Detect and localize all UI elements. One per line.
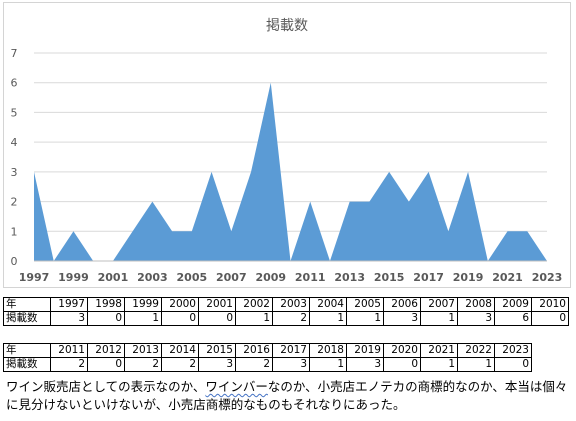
count-cell: 2 (124, 357, 162, 372)
count-header: 掲載数 (3, 311, 51, 326)
x-tick-label: 2001 (98, 271, 129, 284)
year-cell: 2023 (494, 343, 532, 358)
year-header: 年 (3, 297, 51, 312)
y-tick-label: 0 (11, 255, 18, 268)
count-cell: 0 (87, 357, 125, 372)
chart-title: 掲載数 (266, 18, 308, 34)
x-tick-label: 2009 (255, 271, 286, 284)
y-tick-label: 5 (11, 106, 18, 119)
data-table-2011-2023: 年 2011 2012 2013 2014 2015 2016 2017 2018 2019 20… (3, 343, 532, 372)
count-cell: 0 (198, 311, 236, 326)
year-cell: 2004 (309, 297, 347, 312)
x-tick-label: 2013 (334, 271, 365, 284)
chart-area: 0 1 2 3 4 5 6 7 1997 1999 2001 2003 2005 2007 2009 2011… (3, 2, 571, 288)
count-cell: 0 (161, 311, 199, 326)
count-cell: 2 (161, 357, 199, 372)
count-cell: 3 (272, 357, 310, 372)
year-cell: 2014 (161, 343, 199, 358)
year-row: 年 2011 2012 2013 2014 2015 2016 2017 2018 2019 20… (3, 343, 532, 358)
x-tick-label: 2023 (532, 271, 563, 284)
year-cell: 2019 (346, 343, 384, 358)
year-cell: 1999 (124, 297, 162, 312)
count-cell: 0 (494, 357, 532, 372)
y-tick-label: 3 (11, 166, 18, 179)
year-cell: 1998 (87, 297, 125, 312)
count-cell: 1 (346, 311, 384, 326)
count-cell: 0 (531, 311, 569, 326)
count-cell: 2 (235, 357, 273, 372)
count-cell: 0 (383, 357, 421, 372)
year-cell: 2005 (346, 297, 384, 312)
x-tick-label: 1999 (58, 271, 89, 284)
x-tick-label: 2007 (216, 271, 247, 284)
x-tick-label: 2003 (137, 271, 168, 284)
count-cell: 1 (420, 311, 458, 326)
year-row: 年 1997 1998 1999 2000 2001 2002 2003 2004 2005 20… (3, 297, 569, 312)
count-cell: 3 (346, 357, 384, 372)
year-cell: 2012 (87, 343, 125, 358)
year-cell: 2006 (383, 297, 421, 312)
count-cell: 1 (309, 357, 347, 372)
count-cell: 1 (309, 311, 347, 326)
year-cell: 2020 (383, 343, 421, 358)
series-area (34, 82, 547, 261)
count-cell: 3 (50, 311, 88, 326)
x-tick-label: 2015 (374, 271, 405, 284)
year-cell: 2000 (161, 297, 199, 312)
count-cell: 1 (235, 311, 273, 326)
caption-part-2: なのか、小売店エノテカの商標的なのか、本当は個々に見分けないといけないが、小売店… (6, 379, 568, 412)
y-tick-label: 1 (11, 225, 18, 238)
year-cell: 2010 (531, 297, 569, 312)
count-cell: 2 (50, 357, 88, 372)
year-cell: 2002 (235, 297, 273, 312)
count-cell: 6 (494, 311, 532, 326)
count-cell: 0 (87, 311, 125, 326)
count-cell: 3 (383, 311, 421, 326)
year-cell: 2011 (50, 343, 88, 358)
x-tick-label: 2011 (295, 271, 326, 284)
count-cell: 1 (457, 357, 495, 372)
y-tick-label: 2 (11, 196, 18, 209)
y-tick-label: 7 (11, 47, 18, 60)
caption-spellcheck-word: ワインバー (205, 379, 268, 394)
year-cell: 2016 (235, 343, 273, 358)
year-cell: 2015 (198, 343, 236, 358)
year-cell: 2003 (272, 297, 310, 312)
year-cell: 2013 (124, 343, 162, 358)
y-tick-label: 6 (11, 77, 18, 90)
year-cell: 2017 (272, 343, 310, 358)
year-cell: 1997 (50, 297, 88, 312)
caption-text: ワイン販売店としての表示なのか、ワインバーなのか、小売店エノテカの商標的なのか、… (6, 378, 572, 414)
count-cell: 3 (457, 311, 495, 326)
year-cell: 2018 (309, 343, 347, 358)
x-tick-label: 2019 (453, 271, 484, 284)
count-cell: 2 (272, 311, 310, 326)
x-tick-label: 1997 (19, 271, 50, 284)
count-cell: 1 (124, 311, 162, 326)
x-tick-label: 2017 (413, 271, 444, 284)
year-cell: 2001 (198, 297, 236, 312)
x-tick-label: 2021 (492, 271, 523, 284)
year-header: 年 (3, 343, 51, 358)
year-cell: 2008 (457, 297, 495, 312)
data-table-1997-2010: 年 1997 1998 1999 2000 2001 2002 2003 2004 2005 20… (3, 297, 569, 326)
year-cell: 2009 (494, 297, 532, 312)
count-header: 掲載数 (3, 357, 51, 372)
year-cell: 2007 (420, 297, 458, 312)
count-cell: 3 (198, 357, 236, 372)
x-tick-label: 2005 (177, 271, 208, 284)
year-cell: 2021 (420, 343, 458, 358)
count-cell: 1 (420, 357, 458, 372)
y-tick-label: 4 (11, 136, 18, 149)
area-chart: 0 1 2 3 4 5 6 7 1997 1999 2001 2003 2005 2007 2009 2011… (11, 18, 563, 284)
year-cell: 2022 (457, 343, 495, 358)
caption-part-1: ワイン販売店としての表示なのか、 (6, 379, 206, 394)
